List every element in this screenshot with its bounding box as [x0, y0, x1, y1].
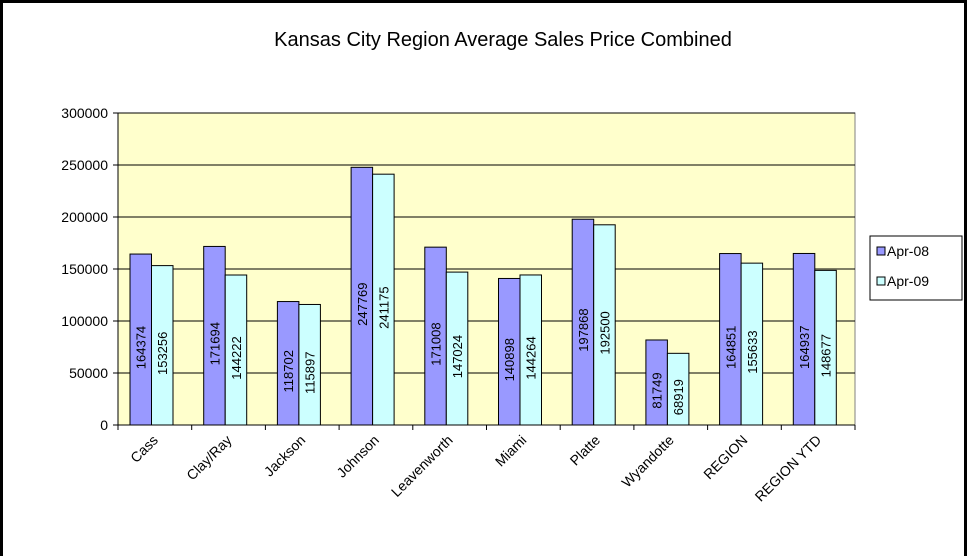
value-label: 147024: [450, 335, 465, 378]
y-tick-label: 300000: [61, 105, 108, 121]
value-label: 171694: [207, 322, 222, 365]
value-label: 164851: [723, 326, 738, 369]
value-label: 115897: [303, 352, 318, 394]
value-label: 171008: [429, 322, 444, 365]
value-label: 164374: [134, 326, 149, 369]
legend-swatch: [876, 246, 886, 256]
value-label: 68919: [671, 379, 686, 415]
bar: [298, 303, 321, 426]
value-label: 164937: [797, 326, 812, 369]
value-label: 197868: [576, 308, 591, 351]
y-tick-label: 50000: [69, 365, 108, 381]
value-label: 148677: [819, 334, 834, 377]
value-label: 140898: [502, 338, 517, 381]
y-tick-label: 0: [100, 417, 108, 433]
legend-label: Apr-08: [887, 243, 929, 259]
value-label: 81749: [650, 372, 665, 408]
bar: [151, 265, 174, 426]
bar: [224, 274, 248, 426]
y-tick-label: 100000: [61, 313, 108, 329]
bar: [814, 269, 837, 426]
bar: [519, 274, 542, 426]
bar: [740, 262, 764, 426]
value-label: 192500: [597, 311, 612, 354]
bar: [593, 224, 616, 426]
value-label: 241175: [376, 286, 391, 328]
y-tick-label: 200000: [61, 209, 108, 225]
legend-swatch: [876, 276, 886, 286]
legend-label: Apr-09: [887, 273, 929, 289]
y-tick-label: 250000: [61, 157, 108, 173]
value-label: 144222: [229, 336, 244, 379]
bar: [445, 271, 469, 426]
value-label: 153256: [155, 332, 170, 375]
value-label: 247769: [355, 282, 370, 325]
chart-title: Kansas City Region Average Sales Price C…: [274, 29, 732, 51]
value-label: 155633: [745, 330, 760, 373]
bar: [372, 173, 395, 426]
value-label: 118702: [281, 350, 296, 392]
y-tick-label: 150000: [61, 261, 108, 277]
value-label: 144264: [524, 336, 539, 379]
bar: [666, 352, 690, 426]
